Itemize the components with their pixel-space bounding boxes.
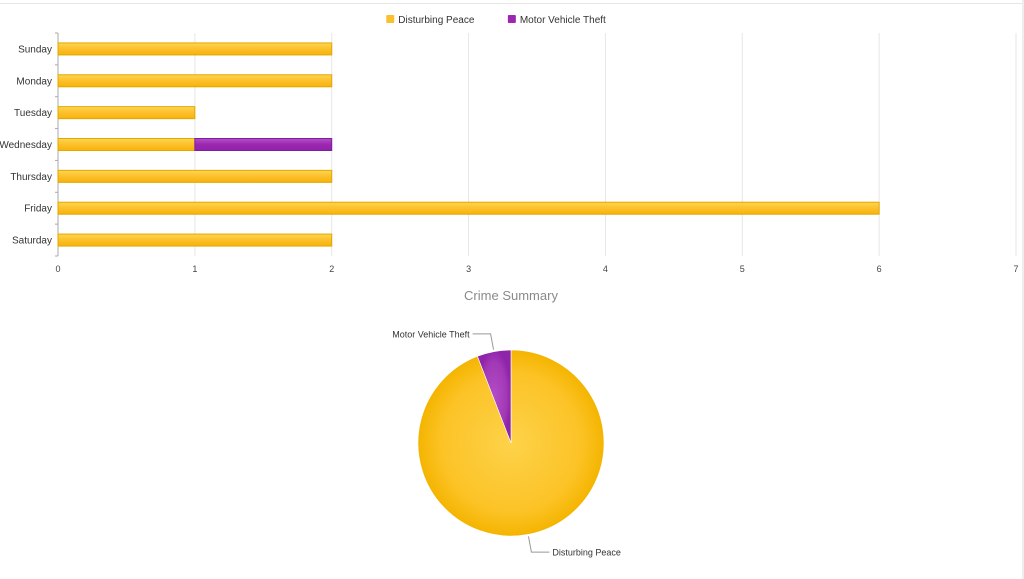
bars [57, 42, 880, 247]
y-tick-label-sunday: Sunday [18, 44, 52, 55]
bar-sunday-disturbing-peace[interactable] [57, 42, 333, 56]
page-top-border [0, 0, 1024, 4]
pie-label-disturbing-peace: Disturbing Peace [552, 548, 621, 558]
legend-label-motor-vehicle-theft[interactable]: Motor Vehicle Theft [520, 15, 606, 26]
y-axis-labels: Sunday Monday Tuesday Wednesday Thursday Frid… [0, 44, 52, 246]
legend-swatch-motor-vehicle-theft[interactable] [507, 15, 516, 23]
x-tick-label-3: 3 [466, 264, 471, 274]
legend-label-disturbing-peace[interactable]: Disturbing Peace [398, 15, 475, 26]
bar-tuesday-disturbing-peace[interactable] [57, 106, 196, 120]
y-tick-label-friday: Friday [24, 204, 52, 215]
y-tick-label-tuesday: Tuesday [14, 108, 52, 119]
bar-chart: Disturbing Peace Motor Vehicle Theft Sund… [0, 15, 1019, 274]
bar-monday-disturbing-peace[interactable] [57, 74, 333, 88]
bar-friday-disturbing-peace[interactable] [57, 201, 880, 215]
x-tick-label-2: 2 [329, 264, 334, 274]
x-tick-label-0: 0 [55, 264, 60, 274]
y-tick-label-wednesday: Wednesday [0, 140, 52, 151]
pie-chart-title: Crime Summary [464, 288, 558, 303]
bar-thursday-disturbing-peace[interactable] [57, 169, 333, 183]
y-tick-label-thursday: Thursday [10, 172, 52, 183]
page-right-border [1022, 0, 1024, 579]
x-tick-label-7: 7 [1013, 264, 1018, 274]
pie-slices [417, 349, 605, 537]
x-tick-label-5: 5 [740, 264, 745, 274]
x-tick-label-6: 6 [877, 264, 882, 274]
bar-saturday-disturbing-peace[interactable] [57, 233, 333, 247]
chart-legend[interactable]: Disturbing Peace Motor Vehicle Theft [386, 15, 606, 26]
pie-slice-motor-vehicle-theft[interactable] [477, 349, 512, 444]
pie-connector-motor-vehicle-theft [472, 333, 495, 350]
y-tick-label-monday: Monday [16, 76, 52, 87]
pie-connector-disturbing-peace [527, 536, 550, 553]
legend-swatch-disturbing-peace[interactable] [386, 15, 395, 23]
pie-label-motor-vehicle-theft: Motor Vehicle Theft [392, 329, 470, 339]
x-tick-label-4: 4 [603, 264, 608, 274]
bar-wednesday-motor-vehicle-theft[interactable] [194, 138, 333, 151]
x-tick-label-1: 1 [192, 264, 197, 274]
y-tick-label-saturday: Saturday [12, 236, 52, 247]
pie-labels: Disturbing Peace Motor Vehicle Theft [392, 329, 621, 557]
x-axis-labels: 0 1 2 3 4 5 6 7 [55, 264, 1018, 274]
